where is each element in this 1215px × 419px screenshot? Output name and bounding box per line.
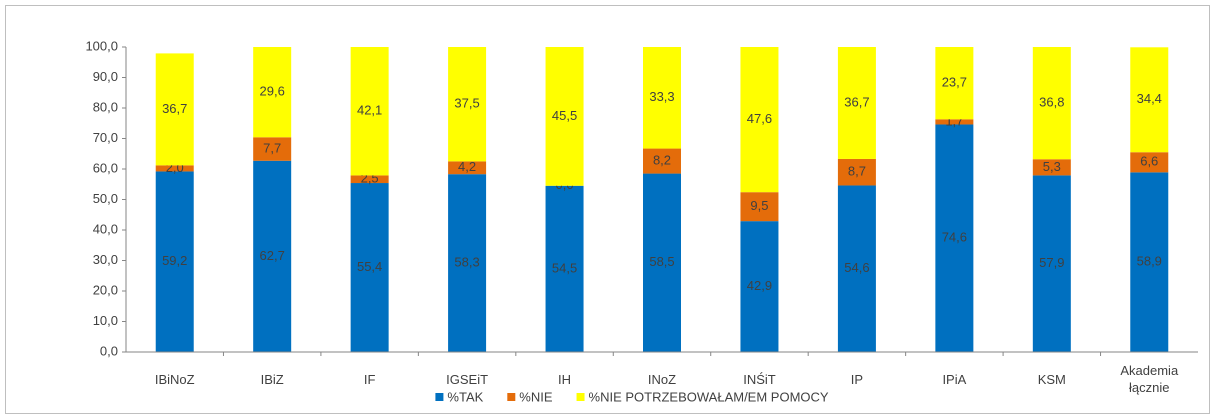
data-label: 36,8	[1039, 95, 1064, 110]
y-tick-label: 90,0	[93, 69, 118, 84]
y-tick-label: 70,0	[93, 130, 118, 145]
y-tick-label: 80,0	[93, 99, 118, 114]
bar-segment	[935, 124, 974, 352]
bar-segment	[935, 119, 974, 125]
y-tick-label: 10,0	[93, 313, 118, 328]
x-tick-label: Akademia łącznie	[1120, 363, 1179, 395]
data-label: 8,2	[653, 153, 671, 168]
bar-segment	[448, 47, 487, 162]
bar-segment	[253, 47, 292, 138]
data-label: 59,2	[162, 253, 187, 268]
bar-segment	[1130, 172, 1169, 352]
data-label: 36,7	[162, 101, 187, 116]
y-tick-label: 20,0	[93, 282, 118, 297]
legend-label: %NIE POTRZEBOWAŁAM/EM POMOCY	[589, 389, 829, 404]
data-label: 58,3	[454, 255, 479, 270]
x-tick-label: KSM	[1037, 371, 1066, 387]
bar-segment	[448, 161, 487, 175]
data-label: 29,6	[260, 84, 285, 99]
legend-swatch	[507, 393, 516, 401]
y-tick-label: 40,0	[93, 221, 118, 236]
data-label: 5,3	[1043, 159, 1061, 174]
bar-segment	[253, 137, 292, 161]
data-label: 34,4	[1137, 91, 1162, 106]
data-label: 47,6	[747, 111, 772, 126]
bar-segment	[740, 192, 779, 222]
bar-segment	[448, 174, 487, 352]
y-tick-label: 100,0	[85, 38, 118, 53]
x-tick-label: IH	[558, 371, 572, 387]
bar-segment	[740, 221, 779, 352]
data-label: 57,9	[1039, 255, 1064, 270]
bar-segment	[545, 47, 584, 186]
legend-label: %TAK	[447, 389, 483, 404]
data-label: 58,9	[1137, 254, 1162, 269]
data-label: 33,3	[649, 89, 674, 104]
bar-segment	[1032, 159, 1071, 176]
data-label: 37,5	[454, 96, 479, 111]
x-tick-label: IGSEiT	[446, 371, 489, 387]
data-label: 23,7	[942, 75, 967, 90]
bar-segment	[350, 47, 389, 176]
data-label: 74,6	[942, 230, 967, 245]
data-label: 36,7	[844, 94, 869, 109]
bar-segment	[155, 165, 194, 172]
x-tick-label: IBiNoZ	[154, 371, 195, 387]
bar-segment	[1130, 152, 1169, 173]
x-tick-label: IBiZ	[260, 371, 284, 387]
data-label: 54,5	[552, 260, 577, 275]
x-tick-label: IPiA	[942, 371, 967, 387]
legend-swatch	[435, 393, 444, 401]
bar-segment	[545, 185, 584, 352]
bar-segment	[350, 175, 389, 184]
x-tick-label: INoZ	[647, 371, 677, 387]
bar-segment	[740, 47, 779, 193]
data-label: 8,7	[848, 164, 866, 179]
data-label: 54,6	[844, 260, 869, 275]
bar-segment	[935, 47, 974, 120]
data-label: 45,5	[552, 108, 577, 123]
y-tick-label: 50,0	[93, 191, 118, 206]
bar-segment	[350, 183, 389, 352]
data-label: 42,9	[747, 278, 772, 293]
data-label: 7,7	[263, 140, 281, 155]
bar-segment	[837, 158, 876, 186]
y-tick-label: 30,0	[93, 252, 118, 267]
bar-segment	[155, 171, 194, 352]
data-label: 6,6	[1140, 154, 1158, 169]
data-label: 62,7	[260, 248, 285, 263]
x-tick-label: INŚiT	[743, 371, 776, 387]
bar-segment	[253, 160, 292, 352]
y-tick-label: 60,0	[93, 160, 118, 175]
data-label: 4,2	[458, 159, 476, 174]
legend-label: %NIE	[519, 389, 553, 404]
data-label: 55,4	[357, 259, 382, 274]
bar-segment	[643, 173, 681, 352]
data-label: 9,5	[750, 198, 768, 213]
x-tick-label: IP	[850, 371, 864, 387]
y-tick-label: 0,0	[100, 343, 118, 358]
bar-segment	[837, 47, 876, 159]
data-label: 42,1	[357, 103, 382, 118]
bar-segment	[1032, 175, 1071, 352]
bar-segment	[643, 148, 681, 174]
chart-border	[5, 5, 1210, 414]
bar-segment	[643, 47, 681, 149]
bar-segment	[155, 53, 194, 166]
x-tick-label: IF	[363, 371, 376, 387]
bar-segment	[837, 185, 876, 352]
legend-swatch	[576, 393, 585, 401]
bar-segment	[1130, 47, 1169, 153]
data-label: 58,5	[649, 254, 674, 269]
bar-segment	[1032, 47, 1071, 160]
